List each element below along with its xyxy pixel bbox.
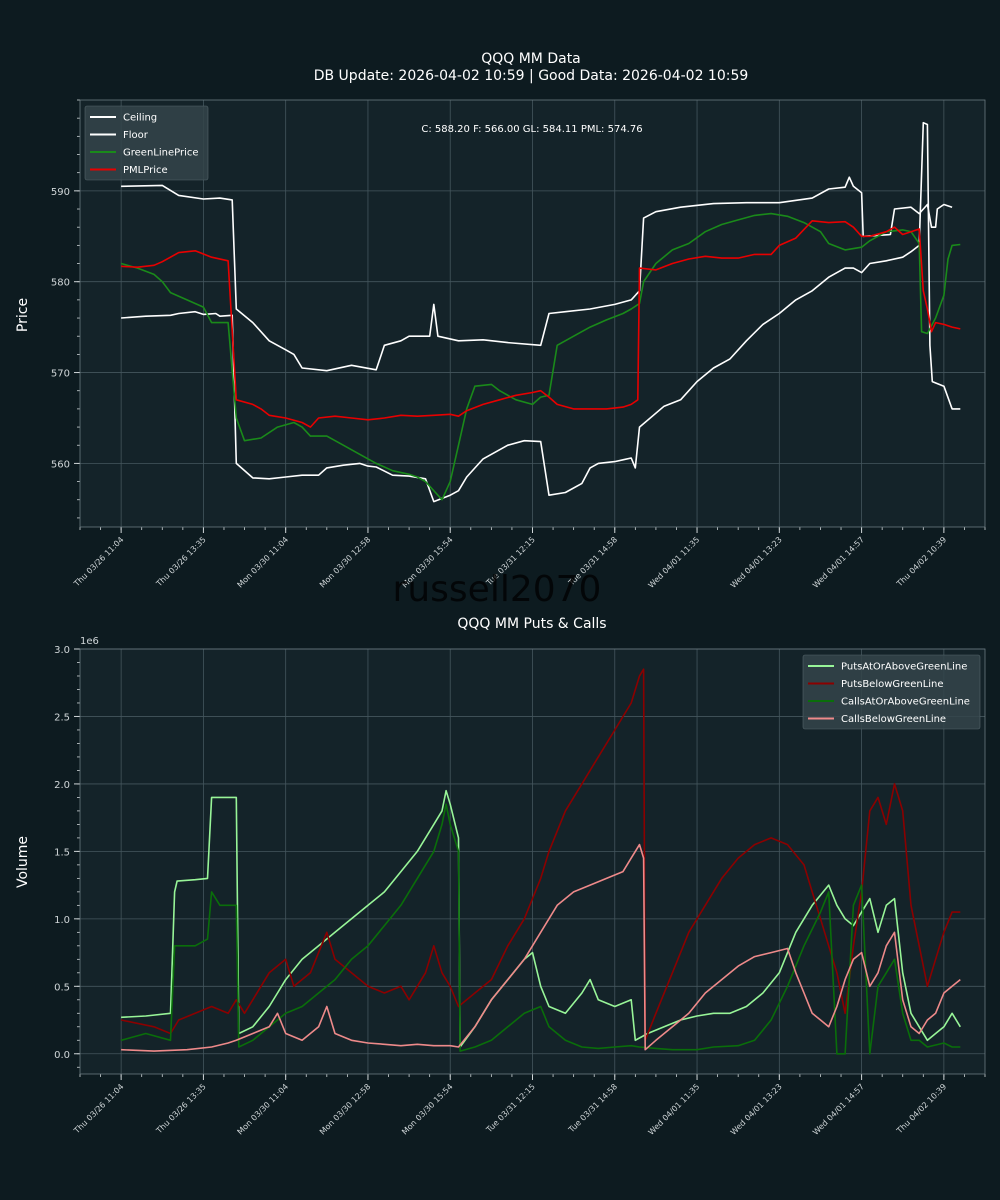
price-chart-title: QQQ MM Data — [481, 51, 581, 67]
series-line-ceiling — [121, 176, 953, 372]
legend-label-putsbelowgreenline: PutsBelowGreenLine — [841, 679, 944, 690]
volume-y-tick-label: 0.5 — [54, 982, 70, 993]
price-legend-box — [84, 105, 209, 181]
series-line-putsbelowgreenline — [120, 668, 961, 1042]
price-y-tick-label: 570 — [51, 369, 70, 380]
volume-y-tick-label: 0.0 — [54, 1050, 70, 1061]
price-legend: Ceiling Floor GreenLinePrice PMLPrice — [84, 105, 209, 181]
volume-y-axis-label: Volume — [15, 836, 31, 888]
legend-label-pmlprice: PMLPrice — [123, 165, 168, 176]
legend-label-floor: Floor — [123, 130, 149, 141]
volume-legend-box — [802, 654, 981, 730]
series-line-greenlineprice — [120, 212, 961, 501]
price-y-tick-label: 590 — [51, 187, 70, 198]
price-annotation: C: 588.20 F: 566.00 GL: 584.11 PML: 574.… — [421, 124, 642, 135]
watermark: russell2070 — [393, 569, 602, 610]
series-line-floor — [121, 121, 961, 503]
volume-chart-title: QQQ MM Puts & Calls — [457, 616, 606, 632]
volume-y-tick-label: 1.0 — [54, 915, 70, 926]
price-y-tick-label: 580 — [51, 278, 70, 289]
volume-y-tick-label: 2.0 — [54, 780, 70, 791]
legend-label-callsbelowgreenline: CallsBelowGreenLine — [841, 714, 946, 725]
price-axes-frame — [79, 99, 986, 528]
price-y-tick-label: 560 — [51, 459, 70, 470]
series-line-pmlprice — [121, 220, 961, 428]
price-y-axis-label: Price — [15, 298, 31, 332]
volume-axes-frame — [79, 648, 986, 1075]
series-line-putsatorabovegreenline — [121, 789, 961, 1048]
legend-label-greenlineprice: GreenLinePrice — [123, 148, 199, 159]
volume-legend: PutsAtOrAboveGreenLine PutsBelowGreenLine… — [802, 654, 981, 730]
series-line-callsbelowgreenline — [121, 843, 961, 1052]
series-line-callsatorabovegreenline — [120, 803, 961, 1055]
legend-label-ceiling: Ceiling — [123, 113, 157, 124]
legend-label-putsatorabovegreenline: PutsAtOrAboveGreenLine — [841, 662, 967, 673]
volume-y-tick-label: 1.5 — [54, 847, 70, 858]
volume-y-tick-label: 2.5 — [54, 712, 70, 723]
volume-y-tick-label: 3.0 — [54, 645, 70, 656]
legend-label-callsatorabovegreenline: CallsAtOrAboveGreenLine — [841, 697, 970, 708]
price-chart-subtitle: DB Update: 2026-04-02 10:59 | Good Data:… — [314, 68, 749, 84]
volume-y-multiplier: 1e6 — [80, 636, 99, 647]
